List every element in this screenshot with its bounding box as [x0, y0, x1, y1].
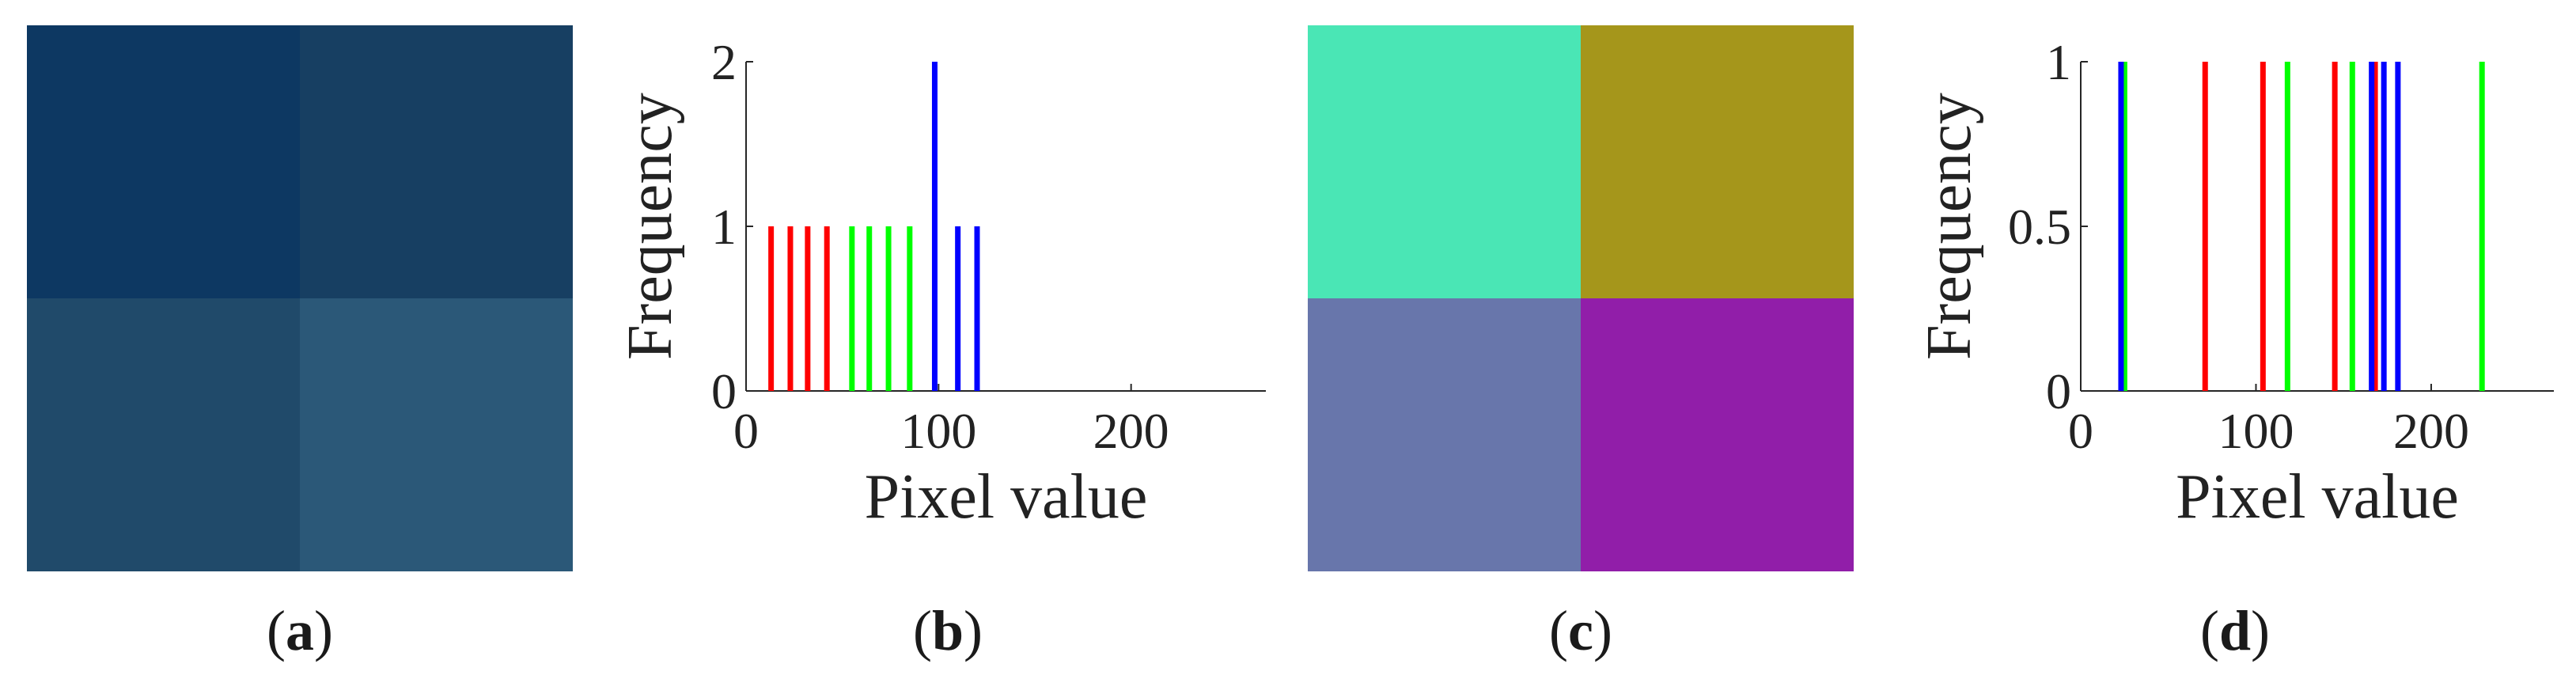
y-tick-label: 0 [2046, 363, 2071, 419]
x-tick-label: 100 [900, 403, 976, 459]
x-tick-label: 0 [733, 403, 759, 459]
y-tick-label: 1 [2046, 34, 2071, 90]
y-axis-label: Frequency [616, 93, 685, 360]
caption-b: (b) [912, 599, 983, 662]
y-tick-label: 0 [711, 363, 737, 419]
grid-cell-top-left [1308, 25, 1581, 298]
x-tick-label: 200 [2393, 403, 2469, 459]
x-tick-label: 200 [1093, 403, 1169, 459]
grid-cell-top-left [27, 25, 300, 298]
caption-c: (c) [1549, 599, 1612, 662]
grid-cell-top-right [1581, 25, 1854, 298]
y-tick-label: 2 [711, 34, 737, 90]
color-grid-c [1308, 25, 1854, 571]
grid-cell-bottom-left [1308, 298, 1581, 571]
x-tick-label: 0 [2068, 403, 2093, 459]
x-axis-label: Pixel value [865, 462, 1148, 532]
grid-cell-bottom-right [1581, 298, 1854, 571]
x-tick-label: 100 [2218, 403, 2294, 459]
y-tick-label: 1 [711, 199, 737, 255]
caption-d: (d) [2199, 599, 2270, 662]
y-tick-label: 0.5 [2008, 199, 2071, 255]
color-grid-a [27, 25, 573, 571]
grid-cell-top-right [300, 25, 573, 298]
grid-cell-bottom-left [27, 298, 300, 571]
y-axis-label: Frequency [1915, 93, 1984, 360]
grid-cell-bottom-right [300, 298, 573, 571]
x-axis-label: Pixel value [2176, 462, 2459, 532]
caption-a: (a) [267, 599, 333, 662]
